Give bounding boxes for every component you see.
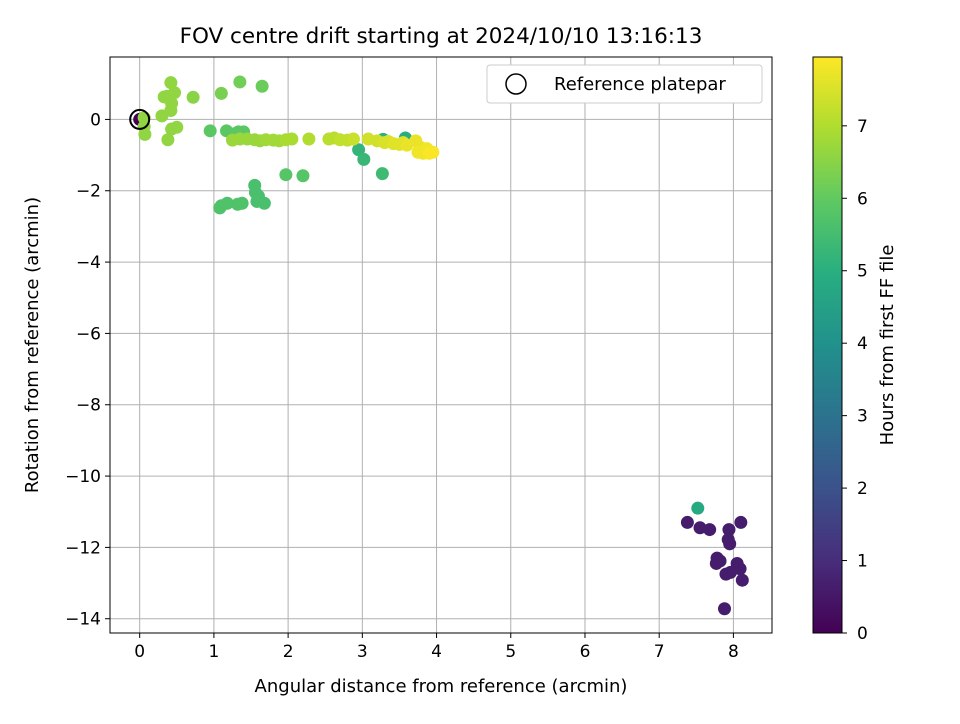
y-axis-ticks: −14 −12 −10 −8 −6 −4 −2 0 (65, 110, 110, 630)
data-point (255, 79, 269, 93)
colorbar-tick-label: 4 (857, 334, 868, 354)
data-point (186, 90, 200, 104)
plot-frame (109, 56, 773, 634)
colorbar-gradient (812, 56, 843, 634)
x-axis-label: Angular distance from reference (arcmin) (255, 676, 628, 697)
x-tick-label: 2 (283, 642, 294, 662)
data-point (352, 143, 366, 157)
data-point (231, 197, 245, 211)
y-tick-label: 0 (90, 110, 101, 130)
data-point (703, 523, 717, 537)
data-point (718, 602, 732, 616)
y-tick-label: −10 (65, 467, 101, 487)
data-point (161, 133, 175, 147)
data-point (680, 515, 694, 529)
data-point (296, 169, 310, 183)
colorbar-ticks: 0 1 2 3 4 5 6 7 (842, 117, 868, 644)
colorbar-tick-label: 6 (857, 189, 868, 209)
colorbar: 0 1 2 3 4 5 6 7 Hours from first FF file (812, 56, 898, 644)
grid-lines (110, 57, 772, 633)
x-tick-label: 5 (505, 642, 516, 662)
data-point (734, 515, 748, 529)
reference-platepar-marker (129, 108, 151, 130)
data-point (735, 573, 749, 587)
colorbar-tick-label: 7 (857, 117, 868, 137)
x-tick-label: 3 (357, 642, 368, 662)
data-point (138, 127, 152, 141)
data-point (722, 523, 736, 537)
data-point (375, 167, 389, 181)
x-tick-label: 7 (654, 642, 665, 662)
y-tick-label: −12 (65, 538, 101, 558)
data-point (164, 76, 178, 90)
colorbar-tick-label: 0 (857, 624, 868, 644)
data-points (129, 75, 749, 616)
colorbar-label: Hours from first FF file (877, 245, 898, 446)
data-point (723, 537, 737, 551)
colorbar-tick-label: 2 (857, 479, 868, 499)
data-point (693, 521, 707, 535)
y-tick-label: −2 (76, 182, 101, 202)
data-point (257, 196, 271, 210)
colorbar-tick-label: 5 (857, 262, 868, 282)
x-tick-label: 0 (134, 642, 145, 662)
y-tick-label: −8 (76, 396, 101, 416)
data-point (691, 501, 705, 515)
x-tick-label: 1 (208, 642, 219, 662)
data-point (155, 109, 169, 123)
x-tick-label: 8 (728, 642, 739, 662)
data-point (213, 201, 227, 215)
colorbar-tick-label: 3 (857, 407, 868, 427)
data-point (279, 168, 293, 182)
legend: Reference platepar (486, 64, 763, 104)
y-tick-label: −14 (65, 610, 101, 630)
data-point (203, 124, 217, 138)
data-point (713, 554, 727, 568)
y-tick-label: −4 (76, 253, 101, 273)
colorbar-tick-label: 1 (857, 552, 868, 572)
x-axis-ticks: 0 1 2 3 4 5 6 7 8 (134, 633, 739, 662)
data-point (357, 152, 371, 166)
y-tick-label: −6 (76, 324, 101, 344)
x-tick-label: 4 (431, 642, 442, 662)
data-point (233, 75, 247, 89)
data-point (346, 132, 360, 146)
data-point (426, 145, 440, 159)
legend-marker-icon (505, 73, 527, 95)
legend-label: Reference platepar (554, 74, 726, 95)
data-point (302, 132, 316, 146)
data-point (214, 86, 228, 100)
data-point (285, 132, 299, 146)
data-point (723, 565, 737, 579)
legend-box (486, 64, 763, 104)
y-axis-label: Rotation from reference (arcmin) (22, 197, 43, 493)
chart-title: FOV centre drift starting at 2024/10/10 … (180, 24, 703, 49)
data-point (165, 122, 179, 136)
x-tick-label: 6 (580, 642, 591, 662)
